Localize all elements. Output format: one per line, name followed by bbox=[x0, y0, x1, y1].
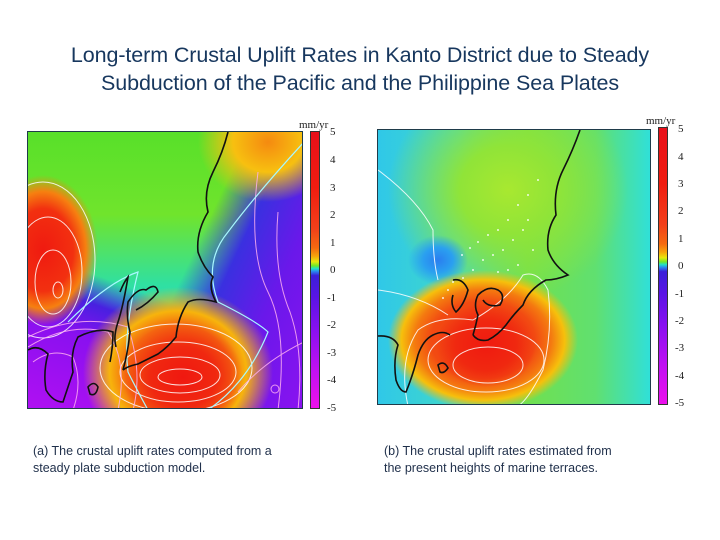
title-line-1: Long-term Crustal Uplift Rates in Kanto … bbox=[70, 43, 650, 67]
colorbar-tick: -3 bbox=[327, 347, 337, 359]
colorbar-tick: -2 bbox=[327, 319, 337, 331]
caption-b: (b) The crustal uplift rates estimated f… bbox=[384, 443, 612, 477]
contour-overlay bbox=[28, 132, 302, 408]
colorbar-tick: -1 bbox=[675, 288, 685, 300]
contour-overlay bbox=[378, 130, 581, 404]
colorbar-tick: 0 bbox=[678, 260, 684, 272]
caption-a-line-2: steady plate subduction model. bbox=[33, 461, 206, 475]
colorbar-tick: 1 bbox=[330, 237, 336, 249]
colorbar-tick: 2 bbox=[330, 209, 336, 221]
slide-title: Long-term Crustal Uplift Rates in Kanto … bbox=[0, 41, 720, 97]
colorbar-unit-label: mm/yr bbox=[646, 115, 676, 127]
colorbar-tick: -3 bbox=[675, 342, 685, 354]
caption-a-line-1: (a) The crustal uplift rates computed fr… bbox=[33, 444, 272, 458]
title-line-2: Subduction of the Pacific and the Philip… bbox=[100, 71, 620, 95]
colorbar-tick: -4 bbox=[675, 370, 685, 382]
colorbar-unit-label: mm/yr bbox=[299, 119, 329, 131]
caption-a: (a) The crustal uplift rates computed fr… bbox=[33, 443, 272, 477]
colorbar-tick: 5 bbox=[678, 123, 684, 135]
colorbar-tick: -2 bbox=[675, 315, 685, 327]
uplift-map-model bbox=[27, 131, 303, 409]
uplift-map-terraces bbox=[377, 129, 651, 405]
colorbar-tick: 0 bbox=[330, 264, 336, 276]
colorbar-tick: -4 bbox=[327, 374, 337, 386]
colorbar-tick: -5 bbox=[675, 397, 685, 409]
terrace-points bbox=[442, 179, 539, 299]
colorbar-tick: 1 bbox=[678, 233, 684, 245]
colorbar-tick: 5 bbox=[330, 126, 336, 138]
colorbar-tick: -5 bbox=[327, 402, 337, 414]
colorbar-tick: -1 bbox=[327, 292, 337, 304]
colorbar-tick: 2 bbox=[678, 205, 684, 217]
caption-b-line-2: the present heights of marine terraces. bbox=[384, 461, 599, 475]
colorbar bbox=[310, 131, 320, 409]
colorbar-tick: 4 bbox=[678, 151, 684, 163]
colorbar-tick: 3 bbox=[678, 178, 684, 190]
colorbar-tick: 4 bbox=[330, 154, 336, 166]
caption-b-line-1: (b) The crustal uplift rates estimated f… bbox=[384, 444, 612, 458]
colorbar-tick: 3 bbox=[330, 182, 336, 194]
colorbar bbox=[658, 127, 668, 405]
